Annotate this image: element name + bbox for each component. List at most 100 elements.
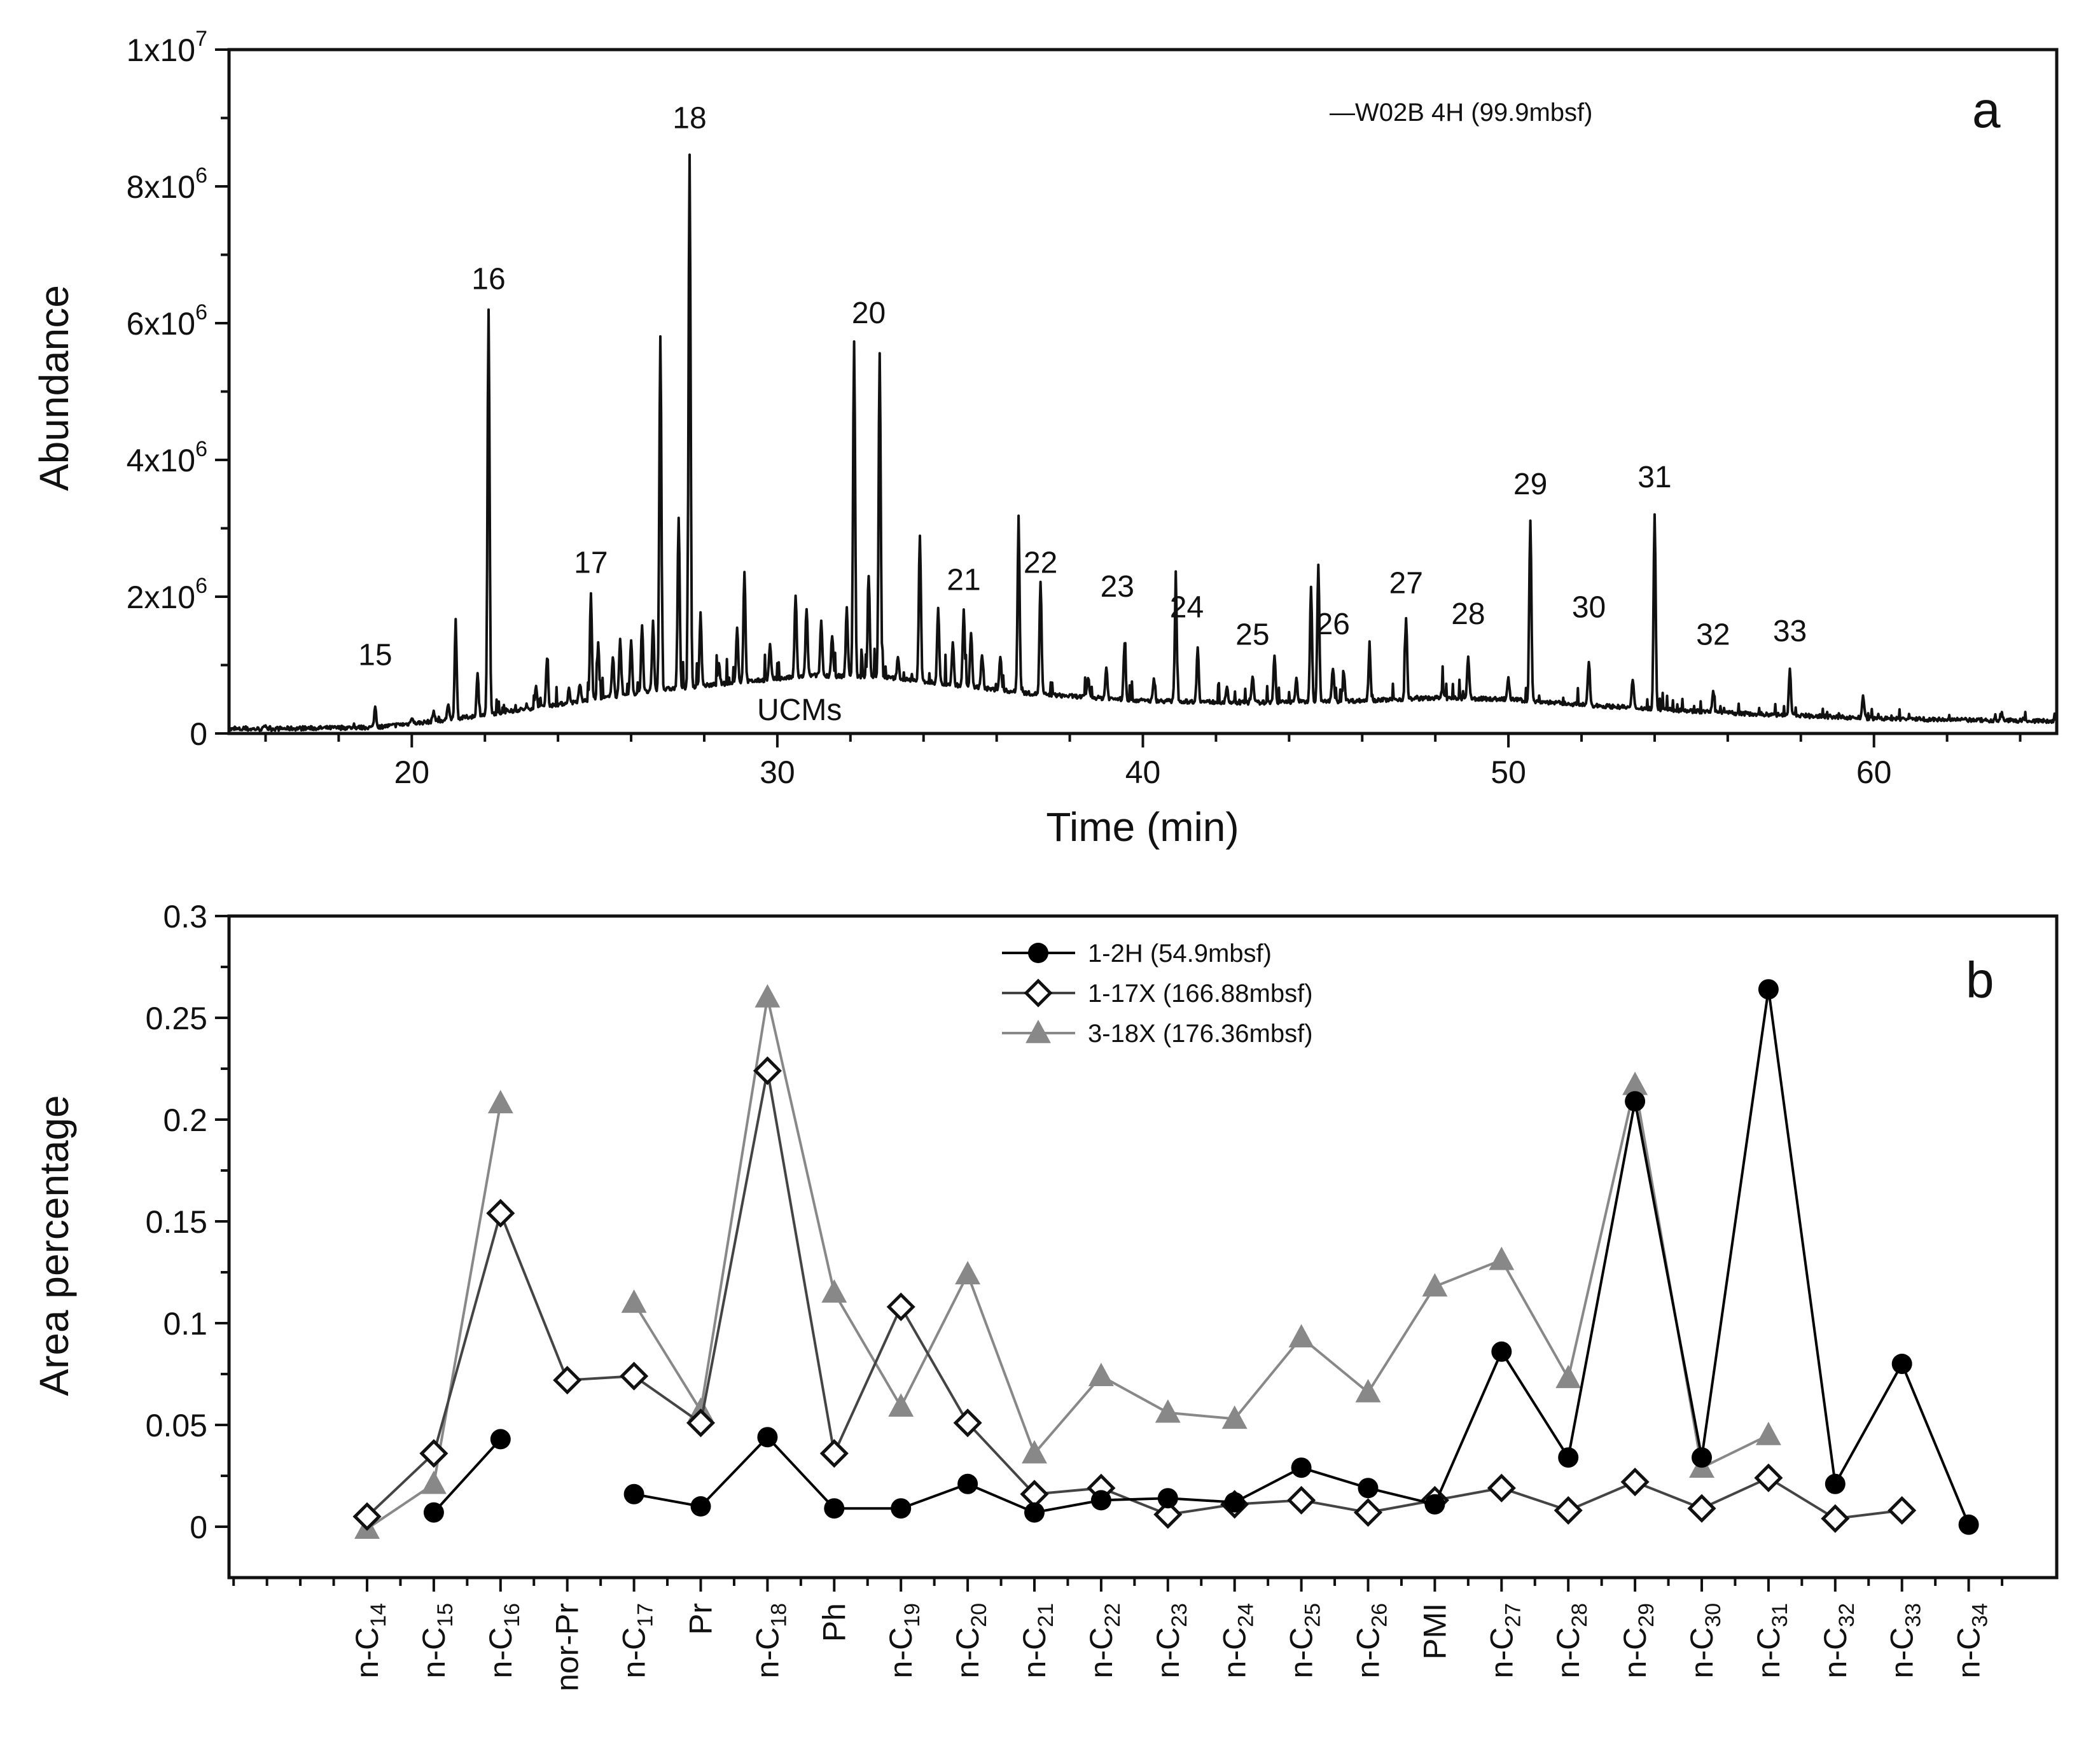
- series-point: [1291, 1457, 1312, 1478]
- category-label: Pr: [683, 1603, 719, 1635]
- series-line: [433, 1438, 502, 1513]
- series-point: [1353, 1498, 1383, 1527]
- series-point: [886, 1292, 915, 1321]
- series-point: [621, 1289, 647, 1313]
- category-label: n-C17: [616, 1603, 658, 1678]
- series-point: [1891, 1354, 1912, 1374]
- y-tick-label: 0: [190, 1510, 207, 1545]
- peak-label: 32: [1696, 618, 1730, 651]
- peak-label: 20: [852, 296, 886, 330]
- series-point: [1224, 1492, 1245, 1513]
- series-point: [1489, 1246, 1515, 1270]
- area-plot-frame: [227, 914, 2059, 1580]
- peak-label: 33: [1773, 615, 1807, 648]
- chromatogram-trace: [228, 153, 2058, 732]
- peak-labels: 15 16 17 18 20 21 22 23 24 25 26 27 28 29 30 31 32 33: [358, 102, 1807, 672]
- series-point: [1558, 1447, 1579, 1468]
- x-tick-label: 40: [1125, 754, 1161, 790]
- y-tick-label: 4x106: [127, 437, 207, 478]
- x-tick-label: 50: [1491, 754, 1526, 790]
- series-point: [1221, 1405, 1248, 1429]
- series-point: [754, 984, 781, 1008]
- area-series-layer: [352, 979, 1979, 1539]
- category-label: n-C23: [1150, 1603, 1192, 1678]
- series-point: [1024, 1502, 1045, 1523]
- legend-label: 1-2H (54.9mbsf): [1088, 940, 1272, 968]
- series-point: [955, 1261, 981, 1284]
- peak-label: 21: [947, 563, 980, 597]
- series-point: [1022, 1440, 1047, 1464]
- series-point: [1821, 1504, 1850, 1533]
- series-point: [486, 1198, 515, 1228]
- series-point: [1355, 1379, 1381, 1403]
- series-point: [1153, 1500, 1183, 1529]
- legend-marker: [1026, 1020, 1051, 1043]
- series-point: [1555, 1365, 1582, 1389]
- series-point: [490, 1429, 511, 1450]
- series-point: [819, 1439, 849, 1468]
- series-point: [1888, 1496, 1917, 1525]
- peak-label: 28: [1451, 597, 1485, 631]
- series-point: [686, 1408, 716, 1438]
- area-y-ticks: 0 0.05 0.1 0.15 0.2 0.25 0.3: [146, 899, 229, 1545]
- series-point: [824, 1498, 845, 1519]
- series-point: [953, 1408, 982, 1438]
- series-point: [1157, 1488, 1178, 1509]
- area-y-axis-title: Area percentage: [31, 1095, 77, 1396]
- series-point: [1422, 1273, 1448, 1297]
- y-tick-label: 0.15: [146, 1204, 207, 1240]
- peak-label: 26: [1316, 608, 1350, 641]
- category-label: n-C22: [1083, 1603, 1125, 1678]
- category-label: n-C14: [349, 1603, 391, 1678]
- series-point: [1622, 1071, 1648, 1095]
- category-label: n-C26: [1351, 1603, 1392, 1678]
- y-tick-label: 1x107: [127, 27, 207, 68]
- series-point: [421, 1470, 447, 1494]
- peak-label: 25: [1235, 618, 1269, 651]
- series-point: [1625, 1091, 1646, 1112]
- series-point: [1358, 1478, 1379, 1499]
- chromatogram-legend: —W02B 4H (99.9mbsf): [1330, 99, 1592, 127]
- series-point: [957, 1473, 978, 1494]
- y-tick-label: 0.3: [163, 899, 207, 934]
- ucm-annotation: UCMs: [757, 693, 842, 727]
- y-tick-label: 0.1: [163, 1306, 207, 1342]
- category-label: n-C18: [749, 1603, 791, 1678]
- series-point: [423, 1502, 444, 1523]
- series-point: [620, 1361, 649, 1391]
- y-tick-label: 2x106: [127, 574, 207, 615]
- series-point: [757, 1427, 778, 1448]
- series-point: [623, 1483, 644, 1504]
- series-point: [1692, 1447, 1712, 1468]
- y-tick-label: 0.05: [146, 1408, 207, 1443]
- peak-label: 23: [1101, 570, 1134, 604]
- peak-label: 30: [1572, 590, 1606, 624]
- area-percentage-panel: 0 0.05 0.1 0.15 0.2 0.25 0.3 n-C14 n-C15 n-C16 no…: [31, 899, 2059, 1691]
- category-label: n-C20: [950, 1603, 991, 1678]
- series-point: [1687, 1494, 1716, 1523]
- chromatogram-y-ticks: 0 2x106 4x106 6x106 8x106 1x107: [127, 27, 229, 752]
- category-label: n-C31: [1751, 1603, 1792, 1678]
- category-label: n-C33: [1884, 1603, 1926, 1678]
- category-label: n-C24: [1217, 1603, 1258, 1678]
- series-point: [419, 1439, 448, 1468]
- chromatogram-line: [228, 153, 2058, 732]
- series-point: [1958, 1514, 1979, 1535]
- panel-label-b: b: [1966, 952, 1994, 1008]
- category-label: n-C29: [1617, 1603, 1658, 1678]
- category-label: n-C27: [1484, 1603, 1525, 1678]
- category-label: n-C21: [1017, 1603, 1058, 1678]
- series-point: [690, 1496, 711, 1517]
- series-point: [1554, 1496, 1583, 1525]
- area-x-ticks: [232, 1578, 2004, 1592]
- y-tick-label: 0: [190, 716, 207, 752]
- category-label: Ph: [816, 1603, 852, 1642]
- y-tick-label: 6x106: [127, 300, 207, 342]
- series-point: [1287, 1485, 1316, 1515]
- series-point: [1088, 1363, 1114, 1386]
- series-diamond: [352, 1056, 1917, 1533]
- category-label: n-C34: [1951, 1603, 1992, 1678]
- chromatogram-x-ticks: 20 30 40 50 60: [264, 733, 2022, 790]
- legend-label: 1-17X (166.88mbsf): [1088, 980, 1313, 1008]
- series-triangle: [354, 984, 1781, 1539]
